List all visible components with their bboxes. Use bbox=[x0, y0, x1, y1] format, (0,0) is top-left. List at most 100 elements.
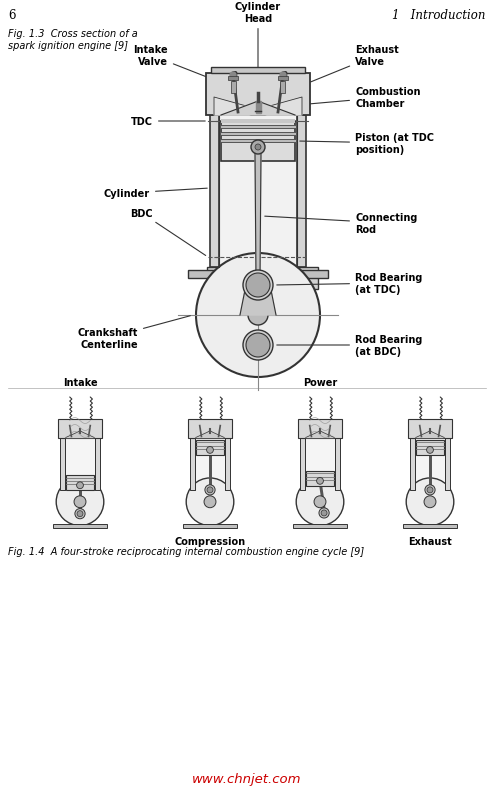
Text: TDC: TDC bbox=[131, 117, 205, 127]
Bar bbox=[225, 438, 230, 491]
Circle shape bbox=[230, 73, 236, 79]
Circle shape bbox=[77, 483, 83, 489]
Bar bbox=[65, 438, 95, 491]
Circle shape bbox=[56, 479, 104, 526]
Bar bbox=[403, 524, 457, 528]
Text: BDC: BDC bbox=[130, 209, 206, 256]
Bar bbox=[58, 419, 102, 438]
Bar bbox=[220, 125, 296, 128]
Circle shape bbox=[425, 485, 435, 495]
Bar bbox=[221, 120, 295, 124]
Bar bbox=[228, 77, 238, 81]
Circle shape bbox=[427, 447, 433, 454]
Text: Exhaust: Exhaust bbox=[408, 536, 452, 546]
Polygon shape bbox=[221, 102, 295, 116]
Bar bbox=[53, 524, 107, 528]
Text: Intake
Valve: Intake Valve bbox=[133, 45, 232, 88]
Bar bbox=[60, 438, 65, 491]
Circle shape bbox=[243, 331, 273, 361]
Text: Cylinder
Head: Cylinder Head bbox=[235, 2, 281, 68]
Circle shape bbox=[255, 145, 261, 151]
Circle shape bbox=[207, 487, 213, 493]
Text: Connecting
Rod: Connecting Rod bbox=[265, 213, 417, 234]
Bar bbox=[305, 438, 335, 491]
Circle shape bbox=[427, 487, 433, 493]
Polygon shape bbox=[415, 431, 444, 438]
Bar bbox=[293, 524, 347, 528]
Polygon shape bbox=[66, 431, 94, 438]
Text: Rod Bearing
(at BDC): Rod Bearing (at BDC) bbox=[277, 335, 422, 357]
Polygon shape bbox=[266, 98, 302, 116]
Circle shape bbox=[319, 508, 329, 519]
Bar bbox=[219, 116, 297, 267]
Text: Intake: Intake bbox=[63, 377, 97, 388]
Circle shape bbox=[243, 271, 273, 300]
Text: Piston (at TDC
position): Piston (at TDC position) bbox=[300, 133, 434, 155]
Bar bbox=[195, 438, 225, 491]
Bar bbox=[445, 438, 451, 491]
Bar bbox=[190, 438, 195, 491]
Text: Crankshaft
Centerline: Crankshaft Centerline bbox=[78, 316, 190, 349]
Text: 6: 6 bbox=[8, 9, 15, 22]
Circle shape bbox=[424, 496, 436, 508]
Text: Exhaust
Valve: Exhaust Valve bbox=[311, 45, 399, 83]
Text: Fig. 1.3  Cross section of a: Fig. 1.3 Cross section of a bbox=[8, 29, 138, 39]
Text: 1   Introduction: 1 Introduction bbox=[393, 9, 486, 22]
Circle shape bbox=[205, 485, 215, 495]
Circle shape bbox=[246, 274, 270, 298]
Bar bbox=[207, 267, 228, 290]
Circle shape bbox=[280, 73, 286, 79]
Bar bbox=[414, 438, 445, 491]
Text: Fig. 1.4  A four-stroke reciprocating internal combustion engine cycle [9]: Fig. 1.4 A four-stroke reciprocating int… bbox=[8, 546, 364, 556]
Bar bbox=[66, 475, 94, 491]
Bar bbox=[188, 271, 328, 279]
Bar bbox=[220, 140, 296, 142]
Bar bbox=[221, 122, 295, 161]
Bar bbox=[408, 419, 452, 438]
Bar bbox=[298, 419, 342, 438]
Polygon shape bbox=[214, 98, 250, 116]
Bar bbox=[410, 438, 414, 491]
Circle shape bbox=[321, 511, 327, 516]
Circle shape bbox=[246, 333, 270, 357]
Bar bbox=[220, 132, 296, 136]
Bar bbox=[183, 524, 237, 528]
Text: Power: Power bbox=[303, 377, 337, 388]
Text: Cylinder: Cylinder bbox=[104, 189, 207, 199]
Bar bbox=[206, 74, 310, 116]
Bar bbox=[297, 267, 318, 290]
Bar bbox=[196, 440, 224, 455]
Circle shape bbox=[248, 306, 268, 325]
Circle shape bbox=[75, 509, 85, 519]
Bar bbox=[335, 438, 340, 491]
Polygon shape bbox=[306, 431, 334, 438]
Text: spark ignition engine [9]: spark ignition engine [9] bbox=[8, 41, 128, 51]
Bar bbox=[306, 471, 334, 487]
Circle shape bbox=[204, 496, 216, 508]
Bar bbox=[280, 82, 285, 94]
Bar bbox=[415, 440, 444, 455]
Circle shape bbox=[186, 479, 234, 526]
Bar bbox=[211, 68, 305, 74]
Polygon shape bbox=[196, 431, 224, 438]
Text: www.chnjet.com: www.chnjet.com bbox=[192, 772, 302, 785]
Bar bbox=[188, 419, 232, 438]
Polygon shape bbox=[240, 286, 276, 316]
Text: Rod Bearing
(at TDC): Rod Bearing (at TDC) bbox=[277, 273, 422, 295]
Polygon shape bbox=[255, 153, 261, 278]
Text: Compression: Compression bbox=[174, 536, 246, 546]
Circle shape bbox=[314, 496, 326, 508]
Circle shape bbox=[74, 496, 86, 508]
Circle shape bbox=[296, 479, 344, 526]
Circle shape bbox=[251, 141, 265, 155]
Circle shape bbox=[406, 479, 454, 526]
Bar bbox=[255, 102, 260, 114]
Circle shape bbox=[317, 478, 324, 485]
Text: Combustion
Chamber: Combustion Chamber bbox=[300, 87, 420, 108]
Bar bbox=[95, 438, 100, 491]
Circle shape bbox=[77, 511, 83, 517]
Bar bbox=[297, 116, 306, 267]
Bar bbox=[278, 77, 288, 81]
Circle shape bbox=[196, 254, 320, 377]
Bar bbox=[231, 82, 236, 94]
